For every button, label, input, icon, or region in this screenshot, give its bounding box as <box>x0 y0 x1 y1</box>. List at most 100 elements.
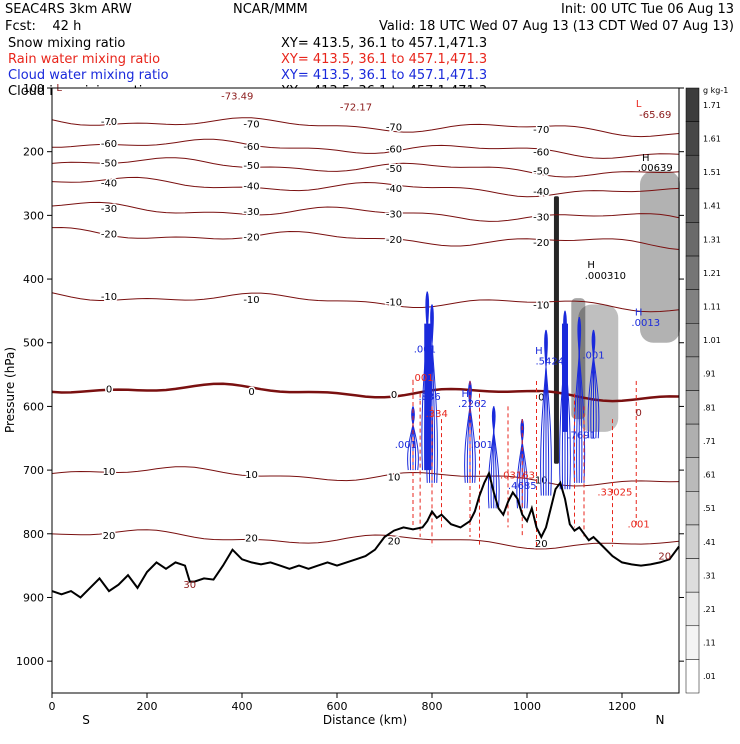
north-endpoint-label: N <box>656 713 665 727</box>
colorbar-tick-label: 1.51 <box>703 168 721 177</box>
field-label: Rain water mixing ratio <box>8 52 160 67</box>
colorbar: 1.71 1.61 1.51 1.41 1.31 1.21 1.11 1.01 .91 .81 .7… <box>685 87 721 694</box>
temperature-contour-label: -40 <box>243 181 259 192</box>
colorbar-swatch <box>685 255 700 290</box>
cloud-water-contour <box>466 380 472 483</box>
temperature-contour-label: -70 <box>243 120 259 131</box>
colorbar-tick-label: .01 <box>703 672 716 681</box>
colorbar-swatch <box>685 659 700 694</box>
temperature-contour-label: -70 <box>533 125 549 136</box>
x-axis-label: Distance (km) <box>323 713 407 727</box>
cloud-water-contour <box>490 406 495 509</box>
field-xy: XY= 413.5, 36.1 to 457.1,471.3 <box>281 68 487 83</box>
colorbar-unit: g kg-1 <box>703 86 728 95</box>
forecast-hour: Fcst: 42 h <box>5 19 81 34</box>
x-tick-label: 800 <box>422 700 443 713</box>
y-tick-label: 300 <box>23 209 44 222</box>
y-axis-label: Pressure (hPa) <box>3 347 17 433</box>
temperature-contour <box>51 292 680 313</box>
temperature-contour-label: -70 <box>101 117 117 128</box>
y-tick-label: 600 <box>23 400 44 413</box>
colorbar-swatch <box>685 222 700 257</box>
colorbar-swatch <box>685 423 700 458</box>
y-tick-label: 200 <box>23 146 44 159</box>
y-tick-label: 400 <box>23 273 44 286</box>
temperature-contour-label: -40 <box>533 187 549 198</box>
temperature-contour-label: -30 <box>386 210 402 221</box>
contour-annotation: 30 <box>183 580 196 591</box>
cloud-water-contour <box>540 329 548 496</box>
cloud-water-contour <box>411 406 419 471</box>
colorbar-swatch <box>685 524 700 559</box>
cloud-ice-shading <box>640 170 680 343</box>
colorbar-tick-label: .51 <box>703 504 716 513</box>
x-tick-label: 200 <box>137 700 158 713</box>
y-tick-label: 100 <box>23 82 44 95</box>
temperature-contour <box>51 138 680 159</box>
colorbar-swatch <box>685 558 700 593</box>
colorbar-tick-label: 1.31 <box>703 235 721 244</box>
cloud-water-contour <box>544 329 550 496</box>
x-tick-label: 400 <box>232 700 253 713</box>
contour-annotation: L <box>636 99 642 110</box>
contour-annotation: .7691 <box>567 430 596 441</box>
cloud-water-core <box>424 323 432 471</box>
contour-annotation: .001 <box>395 440 417 451</box>
colorbar-tick-label: .11 <box>703 639 716 648</box>
contour-annotation: H <box>535 346 543 357</box>
y-tick-label: 800 <box>23 528 44 541</box>
contour-annotation: .4685 <box>508 481 537 492</box>
y-tick-label: 700 <box>23 464 44 477</box>
temperature-contour-label: -10 <box>243 295 259 306</box>
colorbar-tick-label: .81 <box>703 403 716 412</box>
plot-content: -70 -70 -70 -70 -60 -60 -60 -60 -50 -50 -50 -50 -40 -… <box>51 83 680 599</box>
cloud-ice-shading <box>578 304 619 432</box>
temperature-contour-label: 10 <box>388 473 401 484</box>
cloud-water-contour <box>464 380 472 483</box>
temperature-contour-label: -20 <box>386 235 402 246</box>
terrain-line <box>51 470 680 599</box>
temperature-contour-label: -30 <box>243 207 259 218</box>
temperature-contour-label: 20 <box>245 534 258 545</box>
temperature-contour-label: -20 <box>533 238 549 249</box>
cloud-ice-shading <box>553 196 559 464</box>
cloud-water-contour <box>492 406 497 509</box>
contour-annotation: .03163 <box>500 470 535 481</box>
cloud-water-contour <box>576 317 581 483</box>
contour-annotation: .001 <box>411 373 433 384</box>
y-tick-label: 500 <box>23 337 44 350</box>
contour-annotation: .001 <box>627 519 649 530</box>
cloud-water-contour <box>409 406 415 471</box>
temperature-contour-label: -20 <box>101 230 117 241</box>
cloud-water-contour <box>468 380 476 483</box>
temperature-contour-label: -20 <box>243 232 259 243</box>
init-time: Init: 00 UTC Tue 06 Aug 13 <box>561 2 734 17</box>
x-axis: 0 200 400 600 800 1000 1200 <box>49 693 636 713</box>
model-title: SEAC4RS 3km ARW <box>5 2 132 17</box>
cloud-water-contour <box>573 317 582 483</box>
contour-annotation: -65.69 <box>639 110 671 121</box>
colorbar-tick-label: 1.41 <box>703 202 721 211</box>
temperature-contour-label: 10 <box>245 470 258 481</box>
temperature-contour-label: -30 <box>101 204 117 215</box>
temperature-contour-label: 0 <box>538 393 544 404</box>
cloud-water-contour <box>430 304 436 483</box>
contour-annotation: 0 <box>635 408 641 419</box>
temperature-contour <box>51 529 680 550</box>
y-tick-label: 900 <box>23 591 44 604</box>
temperature-contour-label: -50 <box>533 167 549 178</box>
temperature-contour-label: 0 <box>248 387 254 398</box>
temperature-contour-label: -10 <box>386 298 402 309</box>
temperature-contour-label: -50 <box>386 164 402 175</box>
org-label: NCAR/MMM <box>233 2 308 17</box>
temperature-contour-label: 20 <box>388 536 401 547</box>
colorbar-swatch <box>685 390 700 425</box>
contour-annotation: .000310 <box>585 271 626 282</box>
temperature-contour-label: -60 <box>243 142 259 153</box>
colorbar-swatch <box>685 154 700 190</box>
colorbar-tick-label: 1.11 <box>703 302 721 311</box>
field-xy: XY= 413.5, 36.1 to 457.1,471.3 <box>281 52 487 67</box>
cloud-water-contour <box>487 406 496 509</box>
